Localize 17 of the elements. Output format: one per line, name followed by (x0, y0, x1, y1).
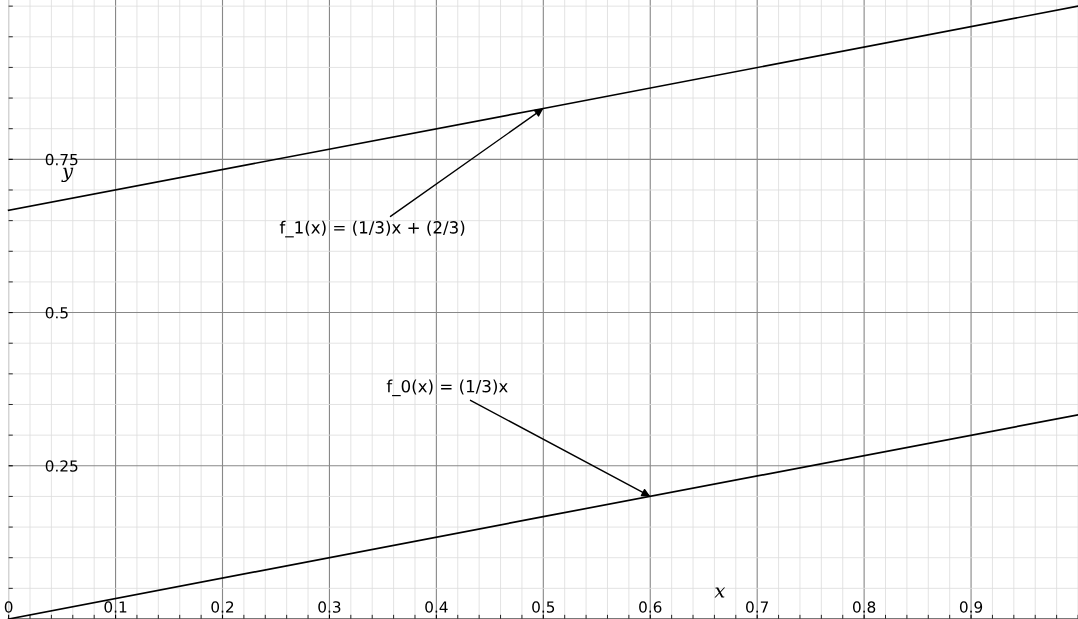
x-tick-label: 0.9 (959, 601, 983, 613)
y-tick-label: 0.75 (45, 153, 78, 166)
x-tick-label: 0.2 (211, 601, 234, 613)
y-tick-label: 0.25 (45, 460, 78, 472)
y-axis-title: y (61, 167, 74, 183)
y-tick-label: 0.5 (45, 307, 68, 319)
x-tick-label: 0.4 (425, 601, 448, 613)
x-tick-label: 0 (4, 601, 13, 613)
x-tick-label: 0.1 (104, 601, 127, 613)
x-tick-label: 0.3 (318, 601, 341, 613)
x-tick-label: 0.7 (746, 601, 769, 613)
annotation: f_1(x) = (1/3)x + (2/3) (279, 220, 465, 238)
x-axis-title: x (714, 587, 726, 598)
x-tick-label: 0.6 (639, 601, 662, 613)
x-tick-label: 0.8 (852, 601, 876, 613)
annotation: f_0(x) = (1/3)x (386, 379, 508, 397)
x-tick-label: 0.5 (532, 601, 555, 613)
